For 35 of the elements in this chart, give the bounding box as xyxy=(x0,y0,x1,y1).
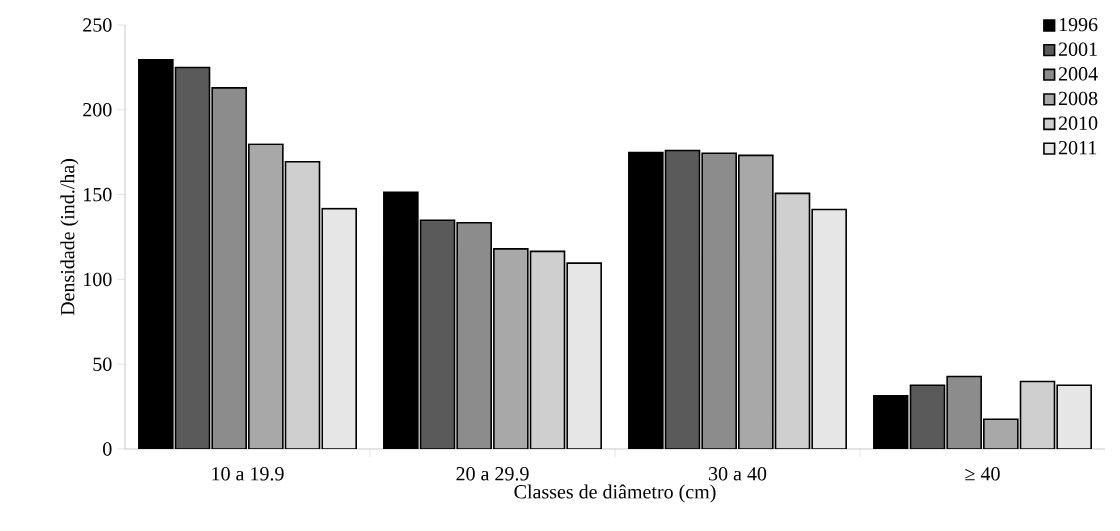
legend-label: 2001 xyxy=(1058,42,1097,56)
y-tick-label: 0 xyxy=(103,442,112,456)
bar xyxy=(211,87,247,449)
y-tick-label: 50 xyxy=(93,357,112,371)
legend-label: 2010 xyxy=(1058,116,1098,130)
bar xyxy=(664,149,701,449)
bar xyxy=(701,152,737,449)
bar xyxy=(529,250,566,449)
bar xyxy=(909,384,946,449)
y-axis-title: Densidade (ind./ha) xyxy=(60,159,79,316)
y-tick-label: 100 xyxy=(84,272,112,287)
bar xyxy=(946,375,982,449)
x-axis-title: Classes de diâmetro (cm) xyxy=(514,484,716,503)
bar xyxy=(493,248,529,449)
y-tick-label: 150 xyxy=(84,187,112,202)
legend-label: 1996 xyxy=(1059,17,1098,32)
bar xyxy=(774,192,811,449)
bar xyxy=(419,219,456,449)
bar xyxy=(1019,380,1056,449)
x-tick-label: ≥ 40 xyxy=(965,467,1000,481)
bar xyxy=(321,207,357,449)
legend-label: 2004 xyxy=(1058,67,1098,81)
bar xyxy=(248,143,284,449)
legend-label: 2008 xyxy=(1058,91,1098,106)
bar xyxy=(738,154,774,449)
legend-label: 2011 xyxy=(1058,140,1097,155)
x-tick-label: 20 a 29.9 xyxy=(456,467,529,481)
bar xyxy=(284,160,321,449)
bar xyxy=(456,221,492,449)
x-tick-label: 30 a 40 xyxy=(709,467,767,481)
y-tick-label: 200 xyxy=(83,103,112,117)
bar xyxy=(174,66,211,449)
x-tick-label: 10 a 19.9 xyxy=(212,467,284,481)
y-tick-label: 250 xyxy=(83,18,112,32)
bar xyxy=(873,394,909,449)
